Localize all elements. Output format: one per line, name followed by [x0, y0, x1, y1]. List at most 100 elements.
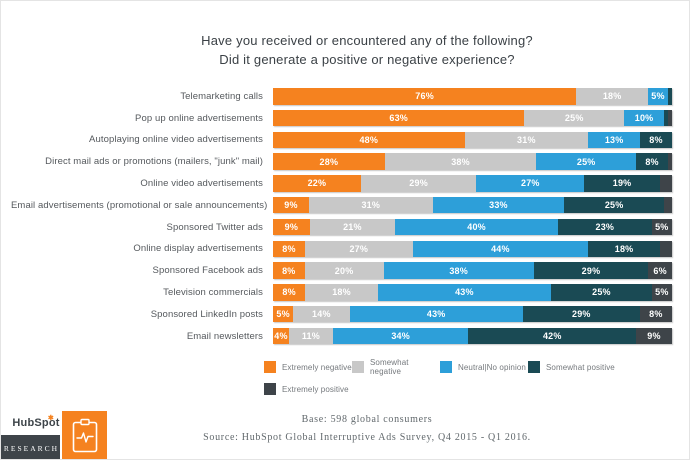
- legend-item: Extremely negative: [264, 358, 352, 376]
- segment-value: 44%: [491, 243, 510, 254]
- segment-value: 18%: [602, 91, 622, 102]
- stacked-bar: 22% 29% 27% 19%: [273, 175, 672, 192]
- segment-value: 43%: [455, 287, 474, 298]
- bar-segment: 31%: [308, 196, 433, 214]
- legend-label: Somewhat negative: [370, 358, 409, 376]
- chart-row: Sponsored Facebook ads 8% 20% 38% 29% 6%: [11, 262, 672, 279]
- category-label: Pop up online advertisements: [135, 112, 263, 124]
- segment-value: 8%: [282, 243, 296, 254]
- bar-segment: 18%: [305, 284, 378, 301]
- bar-segment: 5%: [651, 284, 672, 301]
- bar-segment: 9%: [273, 218, 310, 236]
- stacked-bar: 4% 11% 34% 42% 9%: [273, 327, 672, 345]
- bar-segment: 14%: [293, 305, 350, 323]
- segment-value: 42%: [542, 331, 562, 342]
- segment-value: 19%: [612, 178, 632, 189]
- bar-segment: 8%: [273, 262, 305, 279]
- segment-value: 48%: [359, 134, 379, 145]
- source-note: Source: HubSpot Global Interruptive Ads …: [203, 432, 531, 443]
- segment-value: 38%: [449, 265, 468, 276]
- segment-value: 34%: [391, 331, 410, 342]
- stacked-bar: 9% 21% 40% 23% 5%: [273, 218, 672, 236]
- bar-segment: 44%: [412, 240, 589, 258]
- legend-item: Somewhat negative: [352, 358, 440, 376]
- stacked-bar: 48% 31% 13% 8%: [273, 131, 672, 149]
- segment-value: 8%: [282, 265, 296, 276]
- category-label: Sponsored Twitter ads: [166, 221, 263, 233]
- bar-segment: 38%: [383, 262, 534, 279]
- bar-segment: 29%: [522, 305, 640, 323]
- chart-row: Television commercials 8% 18% 43% 25% 5%: [11, 284, 672, 301]
- category-label: Sponsored LinkedIn posts: [150, 308, 263, 320]
- category-label: Sponsored Facebook ads: [152, 265, 263, 277]
- category-label: Television commercials: [163, 286, 263, 298]
- bar-segment: 9%: [273, 196, 309, 214]
- segment-value: 5%: [655, 222, 669, 233]
- chart-row: Telemarketing calls 76% 18% 5%: [11, 88, 672, 105]
- bar-segment: [667, 109, 672, 127]
- segment-value: 25%: [564, 113, 584, 124]
- legend-label: Neutral|No opinion: [458, 362, 526, 372]
- bar-segment: [664, 196, 672, 214]
- bar-segment: 63%: [273, 109, 525, 127]
- stacked-bar: 76% 18% 5%: [273, 88, 672, 105]
- bar-segment: 5%: [273, 305, 294, 323]
- chart-row: Sponsored Twitter ads 9% 21% 40% 23% 5%: [11, 218, 672, 236]
- bar-segment: [664, 109, 668, 127]
- segment-value: 6%: [653, 265, 667, 276]
- chart-row: Pop up online advertisements 63% 25% 10%: [11, 109, 672, 127]
- bar-segment: [667, 88, 672, 105]
- segment-value: 4%: [274, 331, 288, 342]
- category-label: Email advertisements (promotional or sal…: [11, 199, 268, 211]
- segment-value: 25%: [592, 287, 611, 298]
- chart-rows: Telemarketing calls 76% 18% 5% Pop up online…: [11, 88, 672, 350]
- chart-row: Email newsletters 4% 11% 34% 42% 9%: [11, 327, 672, 345]
- bar-segment: 20%: [304, 262, 384, 279]
- bar-segment: 34%: [332, 327, 469, 345]
- bar-segment: 43%: [349, 305, 523, 323]
- clipboard-pulse-icon: [72, 418, 97, 453]
- bar-segment: 33%: [432, 196, 565, 214]
- stacked-bar: 63% 25% 10%: [273, 109, 672, 127]
- segment-value: 76%: [415, 91, 434, 102]
- bar-segment: 6%: [648, 262, 672, 279]
- bar-segment: 8%: [640, 131, 672, 149]
- bar-segment: 27%: [304, 240, 413, 258]
- bar-segment: 18%: [576, 88, 649, 105]
- base-note: Base: 598 global consumers: [301, 414, 433, 425]
- clipboard-tile: [62, 411, 107, 459]
- segment-value: 29%: [571, 309, 591, 320]
- stacked-bar: 5% 14% 43% 29% 8%: [273, 305, 672, 323]
- bar-segment: 19%: [584, 175, 660, 192]
- bar-segment: 5%: [648, 88, 668, 105]
- segment-value: 8%: [649, 309, 663, 320]
- segment-value: 5%: [651, 91, 665, 102]
- bar-segment: 25%: [551, 284, 652, 301]
- legend-label: Extremely negative: [282, 362, 352, 372]
- legend-item: Somewhat positive: [528, 358, 616, 376]
- chart-row: Email advertisements (promotional or sal…: [11, 196, 672, 214]
- legend-item: Extremely positive: [264, 383, 352, 395]
- segment-value: 31%: [517, 134, 536, 145]
- chart-title-line1: Have you received or encountered any of …: [201, 33, 533, 48]
- segment-value: 9%: [284, 200, 298, 211]
- chart-legend: Extremely negative Somewhat negative Neutr…: [264, 358, 636, 395]
- bar-segment: 42%: [468, 327, 637, 345]
- bar-segment: 25%: [536, 153, 637, 170]
- sprocket-icon: ✱: [47, 415, 54, 422]
- bar-segment: 5%: [651, 218, 672, 236]
- legend-swatch: [264, 361, 276, 373]
- bar-segment: 48%: [273, 131, 465, 149]
- bar-segment: 9%: [636, 327, 672, 345]
- segment-value: 29%: [581, 265, 601, 276]
- legend-swatch: [528, 361, 540, 373]
- segment-value: 18%: [332, 287, 351, 298]
- segment-value: 5%: [276, 309, 290, 320]
- bar-segment: 8%: [273, 284, 306, 301]
- segment-value: 22%: [307, 178, 327, 189]
- bar-segment: 8%: [639, 305, 672, 323]
- chart-title: Have you received or encountered any of …: [45, 31, 689, 69]
- bar-segment: 28%: [273, 153, 385, 170]
- chart-title-line2: Did it generate a positive or negative e…: [219, 52, 515, 67]
